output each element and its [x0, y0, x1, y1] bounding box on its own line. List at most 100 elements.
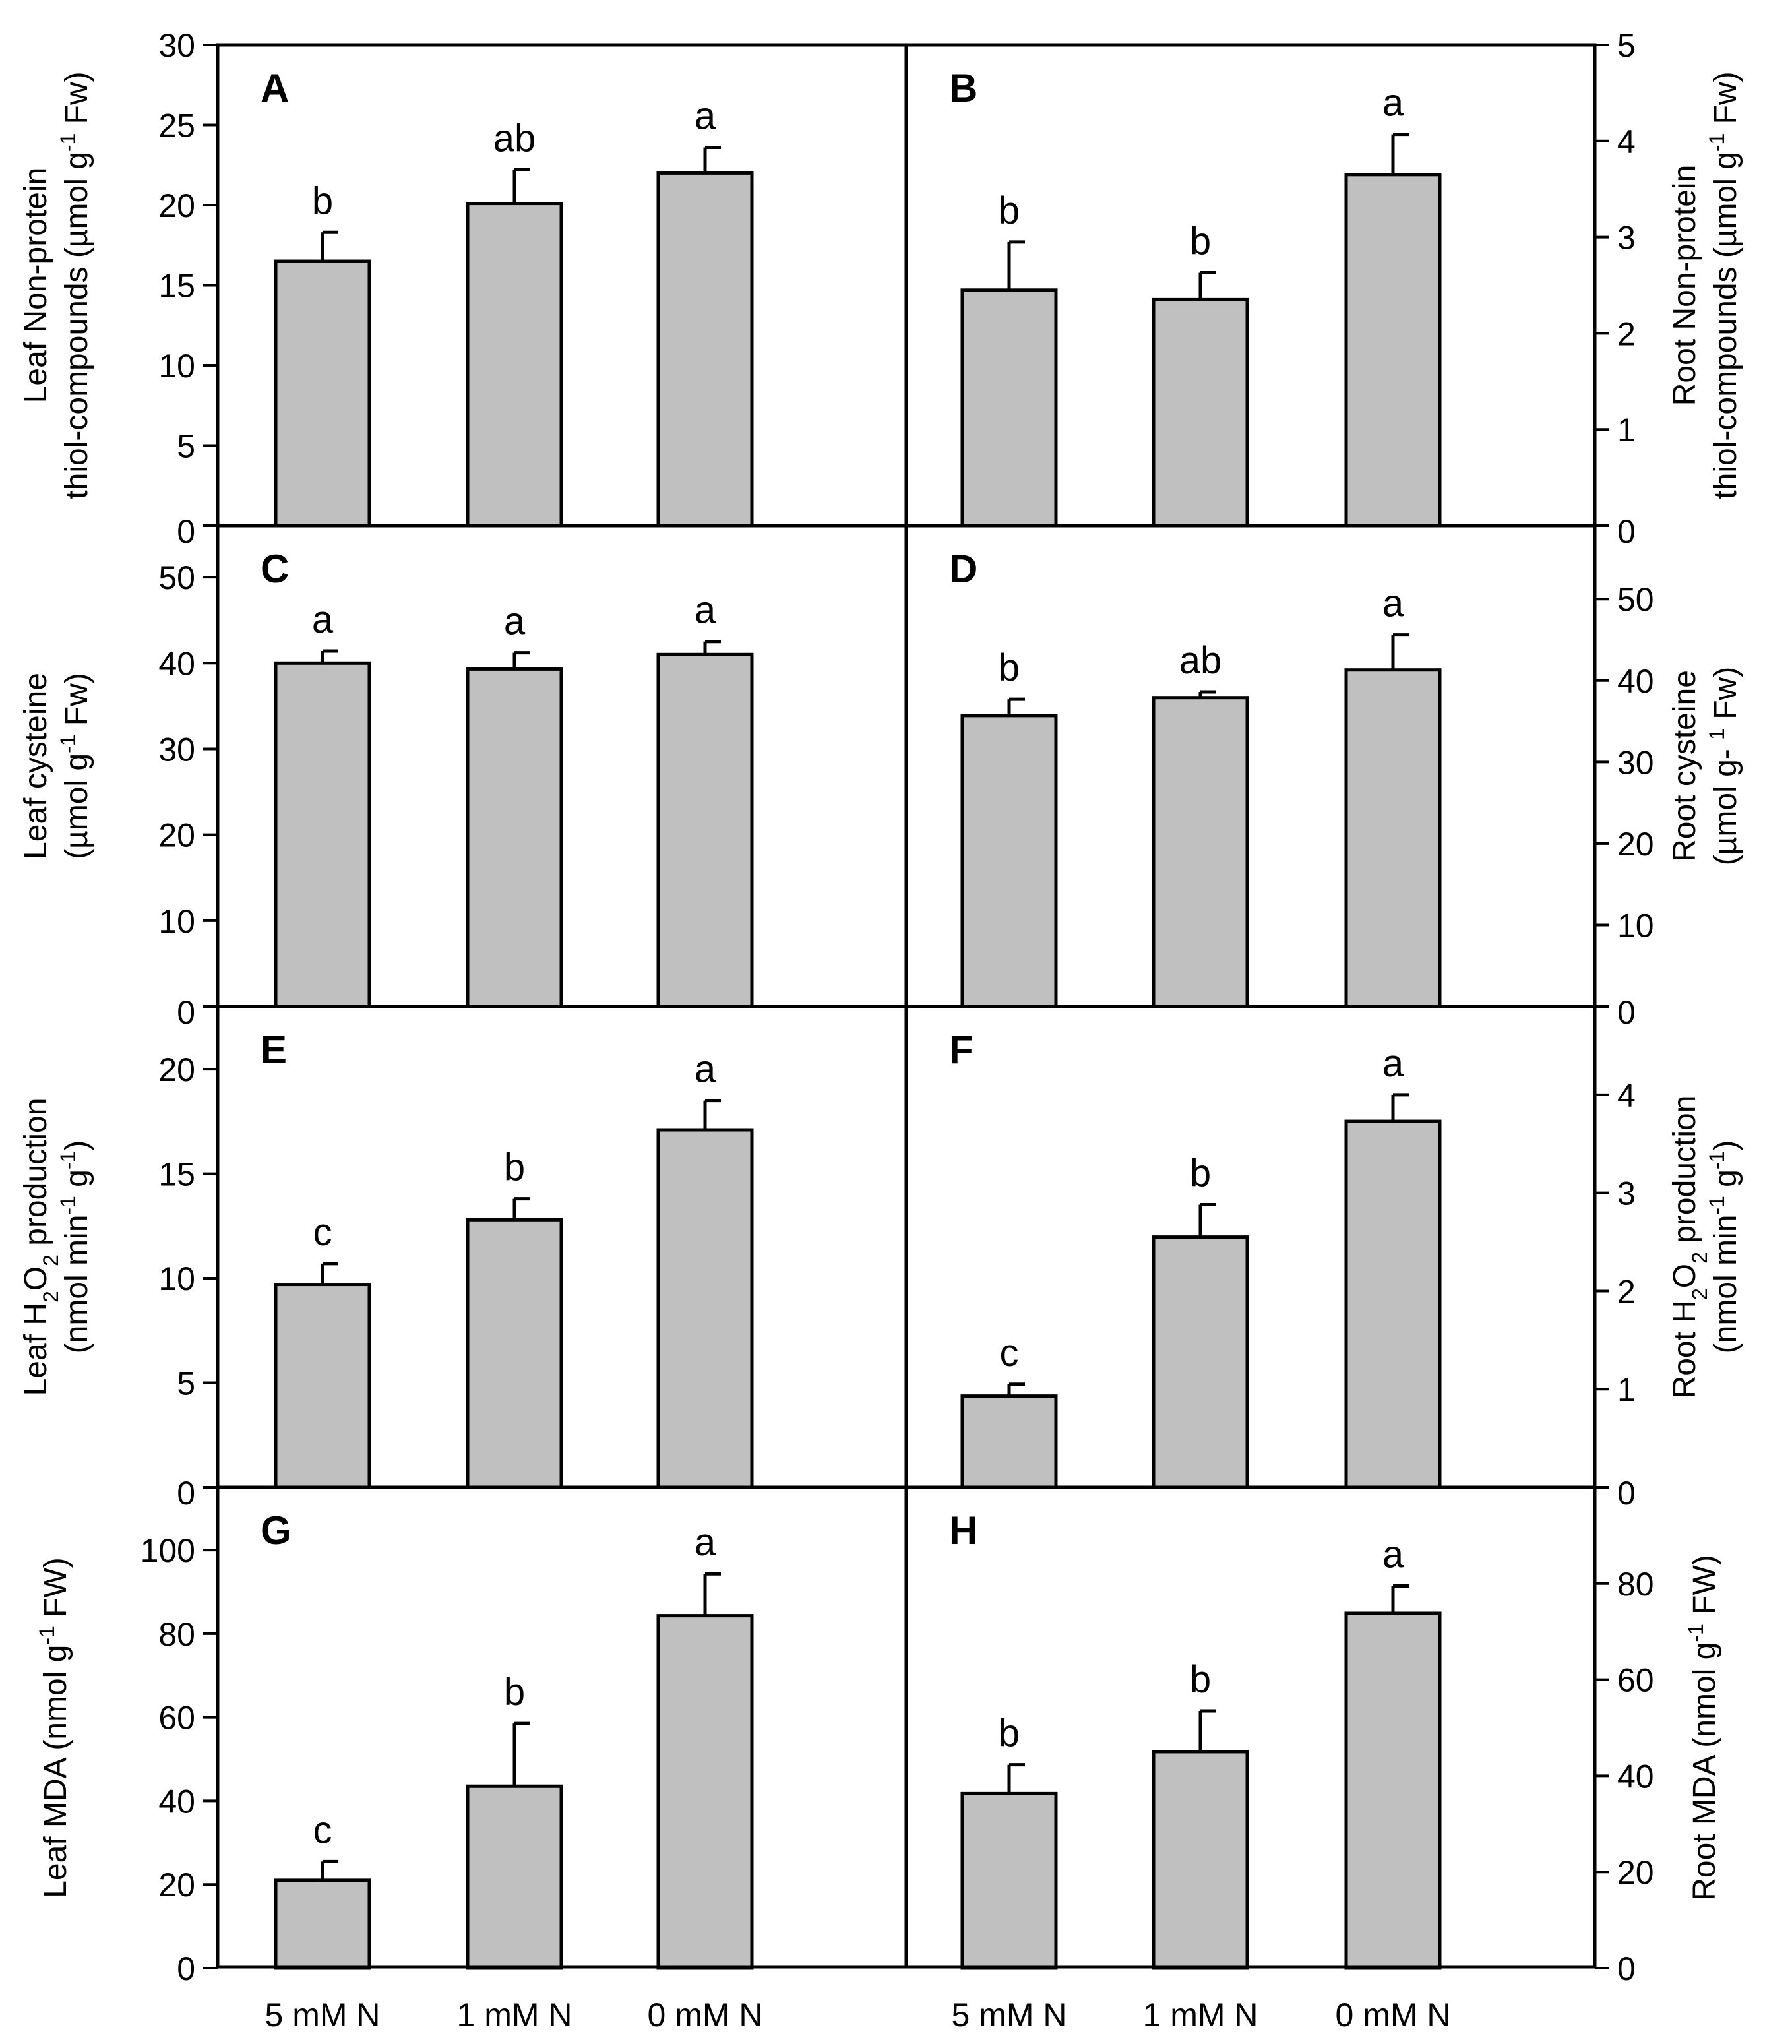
sig-letter-D-2: a — [1382, 582, 1404, 625]
ytick-label-F-2: 2 — [1617, 1273, 1636, 1310]
sig-letter-F-1: b — [1190, 1152, 1211, 1195]
sig-letter-H-1: b — [1190, 1658, 1211, 1701]
panel-letter-B: B — [949, 66, 977, 110]
ytick-label-C-1: 10 — [158, 903, 195, 940]
ytick-label-B-5: 5 — [1617, 27, 1636, 64]
bar-B-0 — [960, 288, 1058, 528]
sig-letter-E-0: c — [313, 1211, 332, 1254]
ytick-label-G-3: 60 — [158, 1700, 195, 1737]
ytick-label-G-2: 40 — [158, 1783, 195, 1820]
bar-D-2 — [1344, 668, 1442, 1008]
ylabel-F-line-1: (nmol min-1 g-1) — [1705, 1140, 1743, 1354]
bar-B-2 — [1344, 173, 1442, 528]
ytick-label-E-1: 5 — [177, 1365, 195, 1402]
sig-letter-C-0: a — [312, 598, 334, 641]
panel-C: C 0 10 20 30 40 50 a a a Leaf cysteine (µmol g-1 Fw… — [18, 547, 754, 1031]
ytick-label-A-1: 5 — [177, 428, 195, 465]
bar-E-2 — [656, 1128, 754, 1489]
bar-F-2 — [1344, 1119, 1442, 1489]
sig-letter-F-0: c — [1000, 1332, 1019, 1375]
bar-D-1 — [1152, 696, 1249, 1008]
ytick-label-B-3: 3 — [1617, 220, 1636, 257]
ytick-label-C-5: 50 — [158, 559, 195, 596]
sig-letter-C-1: a — [504, 600, 526, 643]
ytick-label-B-2: 2 — [1617, 315, 1636, 352]
ytick-label-A-2: 10 — [158, 348, 195, 385]
ylabel-C-line-0: Leaf cysteine — [18, 673, 53, 859]
ytick-label-C-4: 40 — [158, 645, 195, 682]
ytick-label-G-1: 20 — [158, 1867, 195, 1904]
bar-H-0 — [960, 1791, 1058, 1970]
ytick-label-G-4: 80 — [158, 1616, 195, 1653]
ytick-label-D-0: 0 — [1617, 994, 1636, 1031]
panel-G: G 0 20 40 60 80 100 c b a 5 mM N 1 mM N 0 mM N Leaf M… — [35, 1508, 763, 2033]
ytick-label-D-4: 40 — [1617, 663, 1654, 700]
sig-letter-H-0: b — [999, 1712, 1020, 1755]
category-label-G-1: 1 mM N — [457, 1997, 572, 2033]
ytick-label-B-1: 1 — [1617, 412, 1636, 449]
panel-letter-A: A — [261, 66, 289, 110]
sig-letter-F-2: a — [1382, 1042, 1404, 1085]
category-label-H-2: 0 mM N — [1336, 1997, 1451, 2033]
ytick-label-F-4: 4 — [1617, 1077, 1636, 1114]
sig-letter-A-1: ab — [493, 117, 536, 160]
ylabel-A-line-0: Leaf Non-protein — [18, 168, 53, 404]
ytick-label-B-4: 4 — [1617, 123, 1636, 160]
ytick-label-H-2: 40 — [1617, 1758, 1654, 1795]
ytick-label-G-0: 0 — [177, 1950, 195, 1987]
ylabel-D-line-1: (µmol g- 1 Fw) — [1705, 667, 1743, 865]
ytick-label-B-0: 0 — [1617, 513, 1636, 550]
bar-D-0 — [960, 714, 1058, 1008]
category-label-G-0: 5 mM N — [265, 1997, 381, 2033]
bar-F-1 — [1152, 1235, 1249, 1489]
bar-C-2 — [656, 652, 754, 1008]
panel-F: F 0 1 2 3 4 c b a Root H2O2 production(nmol min-1… — [949, 1028, 1743, 1512]
ytick-label-G-5: 100 — [140, 1532, 195, 1569]
panel-letter-H: H — [949, 1508, 977, 1553]
sig-letter-B-0: b — [999, 189, 1020, 232]
bar-F-0 — [960, 1394, 1058, 1489]
ytick-label-A-0: 0 — [177, 513, 195, 550]
bar-B-1 — [1152, 297, 1249, 528]
sig-letter-B-1: b — [1190, 220, 1211, 263]
ytick-label-E-4: 20 — [158, 1051, 195, 1088]
category-label-G-2: 0 mM N — [648, 1997, 763, 2033]
ytick-label-H-4: 80 — [1617, 1566, 1654, 1603]
sig-letter-B-2: a — [1382, 82, 1404, 125]
panel-B: B 0 1 2 3 4 5 b b a Root Non-protein thiol-compound… — [949, 27, 1743, 550]
panel-frame — [216, 43, 1597, 1969]
category-label-H-1: 1 mM N — [1143, 1997, 1258, 2033]
panel-A: A 0 5 10 15 20 25 30 b ab a Leaf Non-protein thiol-c… — [18, 27, 754, 550]
ytick-label-F-0: 0 — [1617, 1475, 1636, 1512]
ylabel-E-line-1: (nmol min-1 g-1) — [56, 1140, 94, 1354]
ytick-label-F-1: 1 — [1617, 1371, 1636, 1408]
bar-H-2 — [1344, 1611, 1442, 1970]
bar-G-0 — [274, 1878, 371, 1970]
bar-G-1 — [466, 1784, 563, 1970]
ytick-label-C-3: 30 — [158, 731, 195, 768]
ytick-label-A-5: 25 — [158, 108, 195, 144]
panel-letter-G: G — [261, 1508, 292, 1553]
ytick-label-D-1: 10 — [1617, 907, 1654, 944]
bar-G-2 — [656, 1614, 754, 1970]
sig-letter-E-1: b — [504, 1146, 525, 1189]
ytick-label-H-0: 0 — [1617, 1950, 1636, 1987]
bar-A-1 — [466, 202, 563, 528]
ytick-label-A-3: 15 — [158, 268, 195, 305]
category-label-H-0: 5 mM N — [952, 1997, 1067, 2033]
bar-A-2 — [656, 171, 754, 528]
ylabel-E-line-0: Leaf H2O2 production — [18, 1098, 63, 1396]
panel-letter-D: D — [949, 547, 977, 591]
ylabel-B-line-1: thiol-compounds (µmol g-1 Fw) — [1705, 71, 1743, 499]
bar-C-0 — [274, 661, 371, 1008]
sig-letter-D-0: b — [999, 646, 1020, 689]
sig-letter-E-2: a — [695, 1048, 716, 1091]
bar-A-0 — [274, 259, 371, 528]
ylabel-D-line-0: Root cysteine — [1667, 670, 1702, 862]
ylabel-B-line-0: Root Non-protein — [1667, 165, 1702, 406]
sig-letter-H-2: a — [1382, 1533, 1404, 1576]
ylabel-C-line-1: (µmol g-1 Fw) — [56, 673, 94, 859]
bar-C-1 — [466, 667, 563, 1008]
ylabel-G-line-0: Leaf MDA (nmol g-1 FW) — [35, 1557, 73, 1898]
